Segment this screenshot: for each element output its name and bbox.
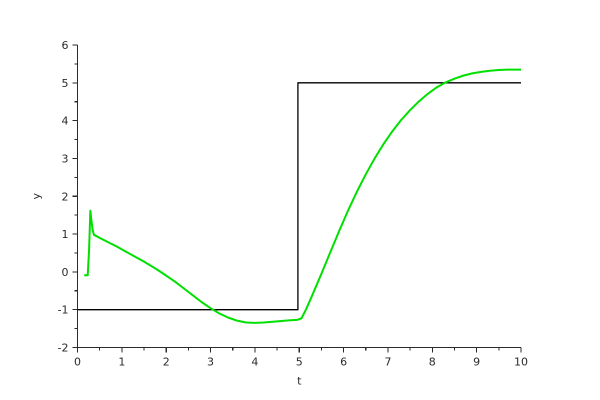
x-tick-label: 8 [429,356,436,369]
x-tick-label: 10 [514,356,528,369]
y-tick-label: 6 [62,39,69,52]
x-tick-label: 3 [207,356,214,369]
x-tick-label: 0 [74,356,81,369]
x-tick-label: 9 [473,356,480,369]
x-tick-label: 2 [163,356,170,369]
y-tick-label: 2 [62,190,69,203]
x-tick-label: 7 [384,356,391,369]
x-tick-label: 6 [340,356,347,369]
series-line-setpoint-step [77,82,521,311]
x-tick-label: 4 [251,356,258,369]
y-axis-title: y [30,193,43,200]
series-line-response [84,68,521,324]
y-tick-label: 4 [62,115,69,128]
y-tick-label: -1 [58,304,69,317]
x-axis-title: t [297,375,302,388]
series-group [77,68,521,324]
y-tick-label: 1 [62,228,69,241]
y-tick-label: -2 [58,342,69,355]
x-tick-label: 1 [118,356,125,369]
tick-labels-group: -2 -1 0 1 2 3 4 5 6 0 1 2 3 4 5 6 7 8 9 10 [58,39,528,369]
y-tick-label: 0 [62,266,69,279]
x-tick-label: 5 [296,356,303,369]
ticks-group [72,44,522,353]
y-tick-label: 5 [62,77,69,90]
axes-group [76,45,521,349]
y-tick-label: 3 [62,152,69,165]
